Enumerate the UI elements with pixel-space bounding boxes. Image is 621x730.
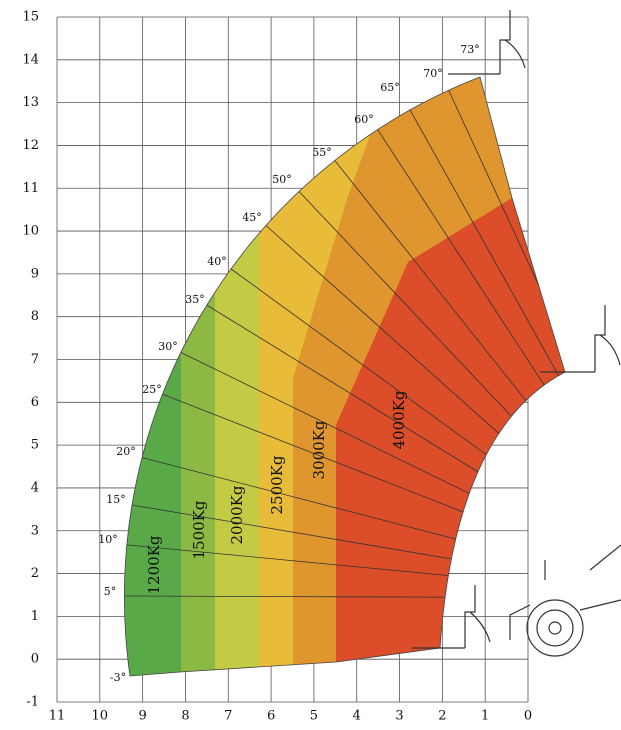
y-tick-label: 1 xyxy=(31,609,39,624)
zone-1500 xyxy=(181,77,215,676)
angle-label: -3° xyxy=(110,671,126,684)
angle-label: 10° xyxy=(98,533,118,546)
radial-line xyxy=(177,350,565,599)
y-tick-label: -1 xyxy=(26,695,39,710)
x-tick-label: 11 xyxy=(49,709,66,724)
x-tick-label: 3 xyxy=(395,709,403,724)
radial-line xyxy=(124,595,565,599)
zone-label: 1500Kg xyxy=(190,500,208,559)
y-tick-label: 15 xyxy=(22,10,39,25)
radial-line xyxy=(135,455,565,599)
radial-line xyxy=(161,393,565,599)
x-tick-label: 4 xyxy=(353,709,361,724)
x-tick-label: 2 xyxy=(438,709,446,724)
angle-label: 50° xyxy=(272,173,292,186)
radial-line xyxy=(331,156,565,599)
x-tick-label: 7 xyxy=(224,709,232,724)
x-tick-label: 9 xyxy=(138,709,146,724)
radial-line xyxy=(261,221,565,599)
radial-line xyxy=(125,503,565,599)
x-tick-label: 5 xyxy=(310,709,318,724)
x-tick-label: 0 xyxy=(524,709,532,724)
x-tick-label: 8 xyxy=(181,709,189,724)
angle-label: 55° xyxy=(312,146,332,159)
zone-label: 3000Kg xyxy=(310,420,328,479)
angle-label: 70° xyxy=(423,67,443,80)
zone-label: 2500Kg xyxy=(268,455,286,514)
y-tick-label: 7 xyxy=(31,352,39,367)
y-tick-label: 6 xyxy=(31,395,39,410)
y-tick-label: 10 xyxy=(22,224,39,239)
angle-label: 60° xyxy=(354,113,374,126)
y-tick-label: 4 xyxy=(31,480,39,495)
radial-lines xyxy=(124,77,565,599)
radial-line xyxy=(204,303,565,599)
y-tick-label: 5 xyxy=(31,438,39,453)
x-tick-label: 10 xyxy=(92,709,109,724)
zone-label: 2000Kg xyxy=(228,485,246,544)
zone-2000 xyxy=(215,77,259,676)
y-tick-label: 3 xyxy=(31,523,39,538)
y-tick-label: 12 xyxy=(22,138,39,153)
labels: 11 10 9 8 7 6 5 4 3 2 1 01514131211109876543210-1-3… xyxy=(22,10,532,724)
y-tick-label: 8 xyxy=(31,309,39,324)
envelope xyxy=(123,76,566,677)
angle-label: 25° xyxy=(142,383,162,396)
angle-label: 30° xyxy=(158,340,178,353)
x-tick-label: 6 xyxy=(267,709,275,724)
radial-line xyxy=(291,183,565,599)
angle-label: 15° xyxy=(106,493,126,506)
y-tick-label: 14 xyxy=(22,52,39,67)
angle-label: 5° xyxy=(104,585,117,598)
forks xyxy=(412,10,621,657)
angle-label: 65° xyxy=(380,81,400,94)
angle-label: 20° xyxy=(116,445,136,458)
y-tick-label: 0 xyxy=(31,652,39,667)
zone-label: 1200Kg xyxy=(145,535,163,594)
zone-label: 4000Kg xyxy=(390,390,408,449)
angle-label: 40° xyxy=(207,255,227,268)
y-tick-label: 2 xyxy=(31,566,39,581)
radial-line xyxy=(226,265,565,599)
y-tick-label: 9 xyxy=(31,266,39,281)
y-tick-label: 11 xyxy=(22,181,39,196)
y-tick-label: 13 xyxy=(22,95,39,110)
radial-line xyxy=(399,91,565,599)
angle-label: 35° xyxy=(185,293,205,306)
angle-label: 45° xyxy=(242,211,262,224)
x-tick-label: 1 xyxy=(481,709,489,724)
radial-line xyxy=(124,543,565,599)
angle-label: 73° xyxy=(460,43,480,56)
radial-line xyxy=(373,123,565,599)
